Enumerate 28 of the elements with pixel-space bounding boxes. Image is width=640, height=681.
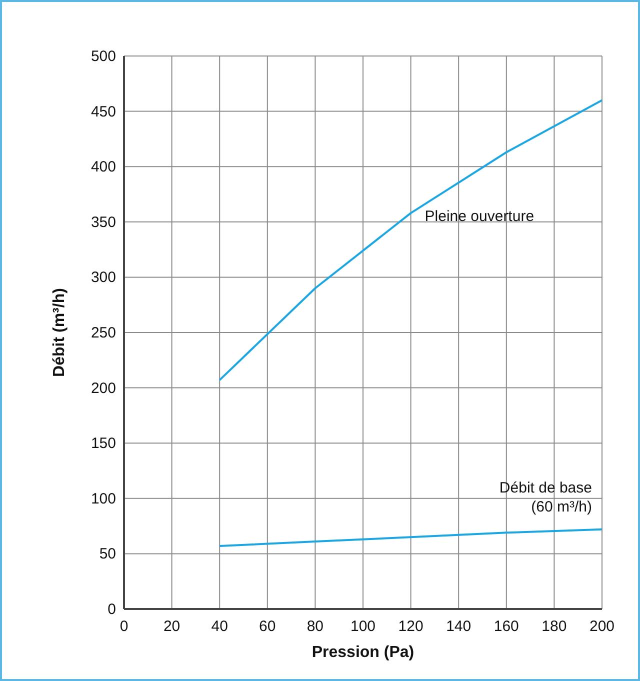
y-axis-title: Débit (m³/h) (51, 288, 68, 377)
y-tick-label: 350 (90, 214, 116, 231)
series-label: Pleine ouverture (424, 208, 534, 226)
x-tick-label: 120 (398, 618, 424, 635)
y-tick-label: 450 (90, 103, 116, 120)
x-tick-label: 60 (259, 618, 276, 635)
x-tick-label: 80 (306, 618, 324, 635)
x-axis-title: Pression (Pa) (312, 644, 414, 661)
y-tick-label: 500 (90, 48, 116, 65)
x-tick-label: 40 (211, 618, 228, 635)
line-series (218, 99, 603, 382)
x-tick-label: 20 (163, 618, 180, 635)
y-tick-label: 0 (108, 601, 116, 618)
x-tick-label: 100 (350, 618, 376, 635)
y-tick-label: 200 (90, 380, 116, 397)
y-tick-label: 300 (90, 269, 116, 286)
y-tick-label: 150 (90, 435, 116, 452)
y-tick-label: 50 (99, 546, 116, 563)
y-tick-label: 250 (90, 324, 116, 342)
x-tick-label: 160 (494, 618, 519, 635)
x-tick-label: 200 (589, 618, 615, 635)
y-tick-label: 100 (90, 490, 116, 508)
x-tick-label: 180 (542, 618, 567, 635)
y-tick-label: 400 (90, 158, 116, 176)
x-tick-label: 0 (120, 618, 128, 635)
line-series (218, 528, 603, 547)
series-label: Débit de base (60 m³/h) (499, 479, 592, 516)
x-tick-label: 140 (446, 618, 472, 635)
